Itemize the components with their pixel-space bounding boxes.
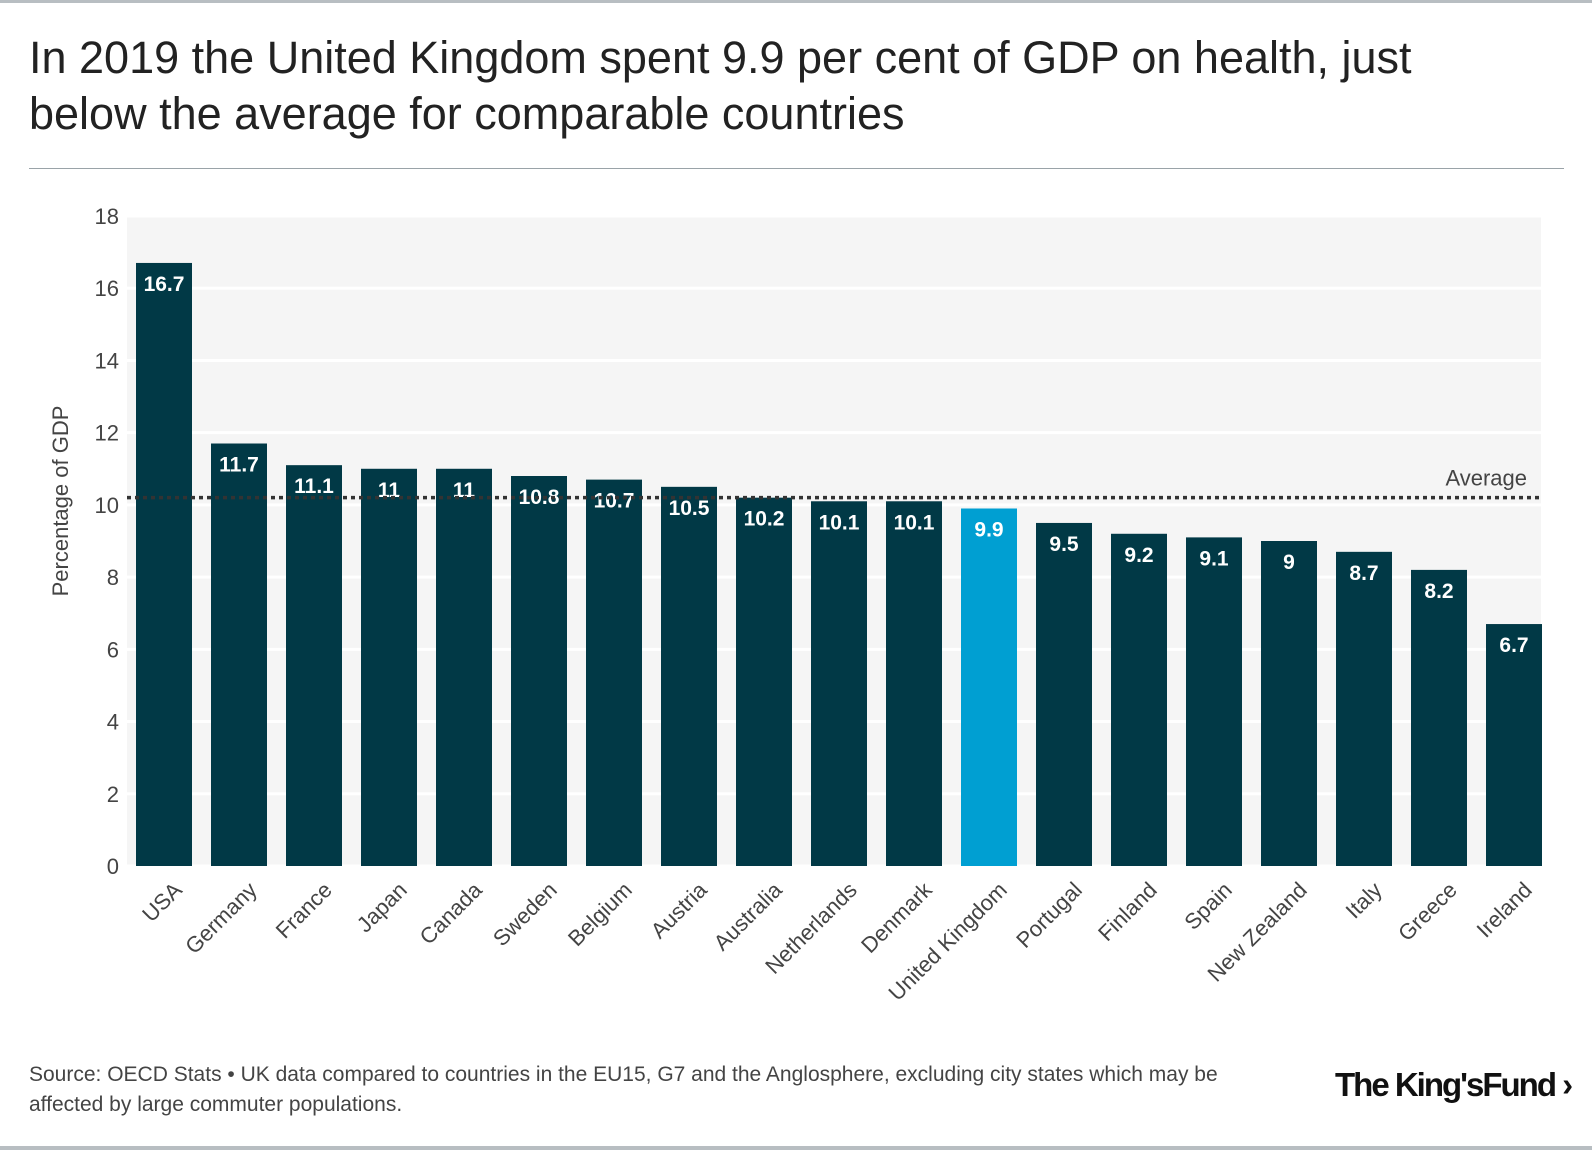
source-note: Source: OECD Stats • UK data compared to… [29, 1063, 1218, 1116]
bar-austria [661, 486, 717, 866]
bar-australia [736, 497, 792, 866]
bar-japan [361, 468, 417, 866]
data-label: 9.1 [1199, 547, 1229, 570]
data-label: 11.1 [294, 475, 334, 498]
data-label: 9 [1283, 551, 1295, 574]
x-tick-label: Japan [352, 877, 412, 937]
y-tick-label: 14 [95, 348, 119, 373]
x-tick-label: Ireland [1472, 877, 1537, 942]
bar-france [286, 465, 342, 866]
x-tick-label: Austria [646, 877, 713, 944]
y-tick-label: 2 [107, 782, 119, 807]
bar-spain [1186, 537, 1242, 866]
bar-netherlands [811, 501, 867, 866]
chart-title: In 2019 the United Kingdom spent 9.9 per… [29, 32, 1412, 139]
x-tick-label: Greece [1393, 877, 1462, 946]
x-tick-label: Australia [709, 877, 788, 956]
average-label: Average [1445, 466, 1527, 491]
bar-greece [1411, 569, 1467, 866]
data-label: 9.5 [1049, 533, 1079, 556]
x-tick-label: Finland [1093, 877, 1162, 946]
data-label: 11.7 [219, 454, 259, 477]
y-tick-label: 8 [107, 565, 119, 590]
x-tick-label: Spain [1179, 877, 1236, 934]
bar-italy [1336, 551, 1392, 866]
bar-new-zealand [1261, 541, 1317, 866]
data-label: 10.5 [669, 497, 710, 520]
data-label: 9.2 [1124, 544, 1153, 567]
x-tick-label: Belgium [563, 877, 637, 951]
bar-canada [436, 468, 492, 866]
data-label: 10.2 [744, 508, 785, 531]
y-tick-label: 18 [95, 204, 119, 229]
y-tick-label: 16 [95, 276, 119, 301]
data-label: 16.7 [144, 273, 185, 296]
data-label: 6.7 [1499, 634, 1528, 657]
x-tick-label: USA [137, 877, 187, 927]
x-tick-label: Sweden [488, 877, 562, 951]
data-label: 8.2 [1424, 580, 1453, 603]
x-tick-label: Germany [180, 877, 262, 959]
data-label: 10.8 [519, 486, 560, 509]
bar-germany [211, 443, 267, 866]
bar-denmark [886, 501, 942, 866]
x-tick-label: Italy [1341, 877, 1387, 923]
bar-chart: 0 2 4 6 8 10 12 14 16 18 Percentage of GDP 16.7 USA 1… [48, 204, 1542, 1006]
data-label: 9.9 [974, 519, 1003, 542]
y-tick-label: 10 [95, 493, 119, 518]
y-tick-label: 6 [107, 637, 119, 662]
bar-usa [136, 262, 192, 866]
top-border [0, 0, 1592, 3]
bar-united-kingdom [961, 508, 1017, 866]
title-divider [29, 168, 1564, 169]
data-label: 10.7 [594, 490, 635, 513]
y-tick-label: 0 [107, 854, 119, 879]
y-axis-label: Percentage of GDP [48, 406, 73, 597]
kings-fund-logo: The King'sFund › [1335, 1066, 1573, 1103]
bar-sweden [511, 476, 567, 866]
bar-ireland [1486, 624, 1542, 866]
x-tick-label: Canada [415, 877, 488, 950]
data-label: 11 [378, 479, 401, 502]
y-tick-label: 4 [107, 710, 119, 735]
data-label: 10.1 [894, 511, 935, 534]
bottom-border [0, 1146, 1592, 1150]
bar-belgium [586, 479, 642, 866]
data-label: 8.7 [1349, 562, 1378, 585]
x-tick-label: Portugal [1011, 877, 1087, 953]
y-tick-label: 12 [95, 421, 119, 446]
data-label: 10.1 [819, 511, 860, 534]
x-tick-label: France [271, 877, 337, 943]
bar-portugal [1036, 522, 1092, 866]
bar-finland [1111, 533, 1167, 866]
